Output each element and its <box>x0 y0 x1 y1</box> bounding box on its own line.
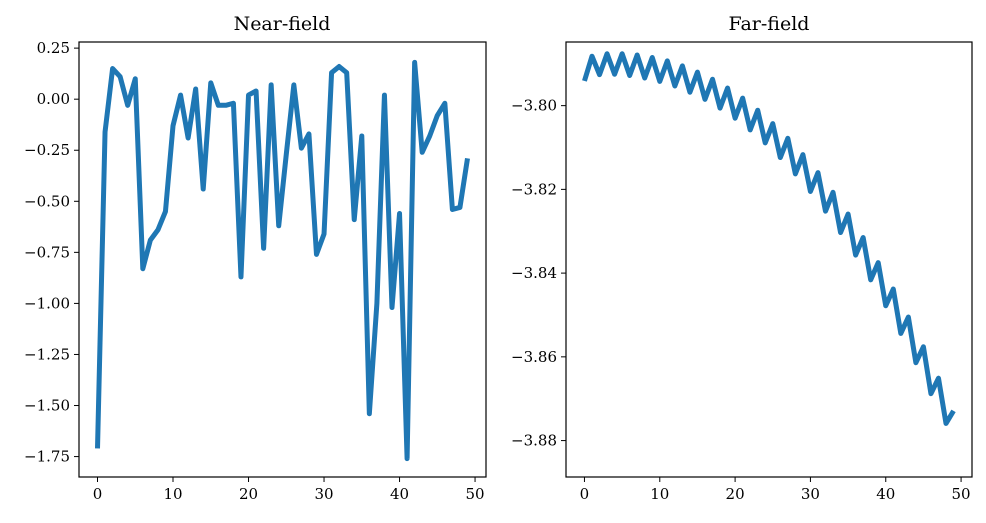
far-field-y-tick-label: −3.80 <box>511 97 557 115</box>
near-field-y-tick-label: −1.25 <box>24 345 70 363</box>
near-field-y-tick-label: 0.25 <box>37 39 70 57</box>
near-field-y-tick-label: −1.50 <box>24 397 70 415</box>
near-field-x-tick-label: 20 <box>239 485 258 503</box>
near-field-panel: Near-field 0 10 20 30 40 50 0.25 0.00 −0.25 −0.50… <box>24 13 487 503</box>
far-field-y-tick-label: −3.84 <box>511 264 557 282</box>
near-field-y-tick-label: 0.00 <box>37 90 70 108</box>
near-field-x-tick-label: 40 <box>390 485 409 503</box>
far-field-panel: Far-field 0 10 20 30 40 50 −3.80 −3.82 −3.84 −3.8… <box>511 13 973 503</box>
far-field-x-tick-label: 10 <box>650 485 669 503</box>
near-field-y-tick-label: −0.50 <box>24 192 70 210</box>
far-field-x-tick-label: 0 <box>580 485 590 503</box>
near-field-y-tick-label: −1.75 <box>24 448 70 466</box>
far-field-x-tick-label: 40 <box>876 485 895 503</box>
far-field-x-tick-label: 20 <box>726 485 745 503</box>
near-field-x-tick-label: 0 <box>93 485 103 503</box>
near-field-x-tick-label: 10 <box>163 485 182 503</box>
far-field-x-tick-label: 50 <box>952 485 971 503</box>
far-field-x-tick-label: 30 <box>801 485 820 503</box>
far-field-y-tick-label: −3.86 <box>511 348 557 366</box>
far-field-axes-frame <box>565 41 973 478</box>
far-field-series-line <box>582 51 956 426</box>
near-field-y-tick-label: −1.00 <box>24 294 70 312</box>
far-field-y-tick-label: −3.82 <box>511 180 557 198</box>
far-field-title: Far-field <box>729 13 810 35</box>
near-field-y-tick-label: −0.25 <box>24 141 70 159</box>
near-field-title: Near-field <box>234 13 331 35</box>
near-field-x-tick-label: 30 <box>314 485 333 503</box>
far-field-y-tick-label: −3.88 <box>511 432 557 450</box>
near-field-series-line <box>95 59 470 462</box>
near-field-axes-frame <box>78 41 487 478</box>
near-field-x-tick-label: 50 <box>466 485 485 503</box>
near-field-y-tick-label: −0.75 <box>24 243 70 261</box>
